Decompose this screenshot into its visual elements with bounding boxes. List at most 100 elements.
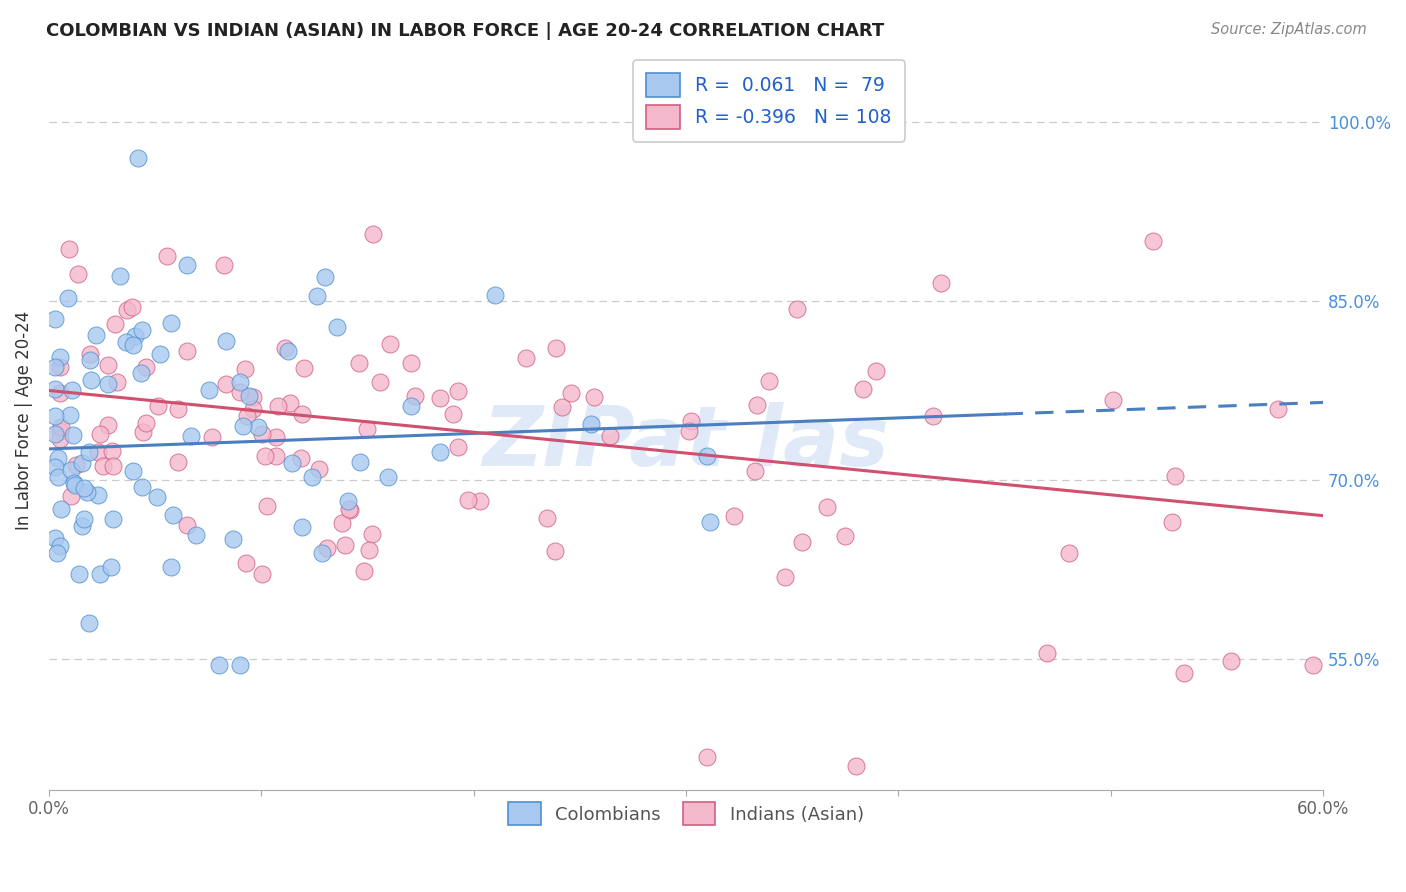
Point — [149, 346, 172, 360]
Point — [44, 459, 66, 474]
Point — [45, 545, 67, 559]
Point — [198, 383, 221, 397]
Point — [176, 517, 198, 532]
Point — [292, 361, 315, 376]
Point — [63, 478, 86, 492]
Point — [89, 426, 111, 441]
Point — [290, 451, 312, 466]
Point — [97, 417, 120, 432]
Point — [681, 414, 703, 428]
Point — [330, 516, 353, 530]
Point — [59, 462, 82, 476]
Point — [162, 508, 184, 522]
Point — [291, 407, 314, 421]
Point — [44, 311, 66, 326]
Point — [159, 559, 181, 574]
Point — [44, 409, 66, 423]
Point — [222, 533, 245, 547]
Point — [238, 389, 260, 403]
Point — [815, 500, 838, 514]
Point — [278, 396, 301, 410]
Point — [100, 560, 122, 574]
Point — [446, 440, 468, 454]
Point — [536, 511, 558, 525]
Point — [122, 338, 145, 352]
Point — [599, 429, 621, 443]
Point — [399, 356, 422, 370]
Legend: Colombians, Indians (Asian): Colombians, Indians (Asian) — [498, 791, 875, 837]
Point — [758, 374, 780, 388]
Point — [214, 334, 236, 349]
Point — [215, 377, 238, 392]
Point — [1036, 646, 1059, 660]
Point — [49, 539, 72, 553]
Point — [337, 502, 360, 516]
Point — [308, 461, 330, 475]
Point — [337, 493, 360, 508]
Point — [77, 616, 100, 631]
Point — [834, 529, 856, 543]
Point — [786, 301, 808, 316]
Point — [135, 360, 157, 375]
Point — [132, 425, 155, 440]
Point — [229, 375, 252, 389]
Point — [48, 359, 70, 374]
Point — [121, 301, 143, 315]
Point — [76, 485, 98, 500]
Point — [790, 535, 813, 549]
Point — [1142, 235, 1164, 249]
Point — [266, 430, 288, 444]
Point — [696, 749, 718, 764]
Point — [1219, 654, 1241, 668]
Point — [696, 449, 718, 463]
Point — [66, 267, 89, 281]
Point — [560, 386, 582, 401]
Point — [44, 426, 66, 441]
Point — [166, 455, 188, 469]
Point — [356, 422, 378, 436]
Point — [97, 358, 120, 372]
Point — [457, 492, 479, 507]
Point — [48, 351, 70, 365]
Point — [49, 420, 72, 434]
Point — [1173, 666, 1195, 681]
Point — [399, 399, 422, 413]
Point — [1161, 516, 1184, 530]
Point — [281, 456, 304, 470]
Point — [229, 657, 252, 672]
Point — [166, 402, 188, 417]
Point — [1102, 392, 1125, 407]
Point — [65, 458, 87, 473]
Point — [59, 408, 82, 422]
Point — [160, 317, 183, 331]
Point — [256, 499, 278, 513]
Point — [67, 566, 90, 581]
Point — [89, 566, 111, 581]
Point — [105, 375, 128, 389]
Point — [104, 318, 127, 332]
Point — [311, 546, 333, 560]
Point — [1059, 546, 1081, 560]
Point — [180, 429, 202, 443]
Point — [103, 458, 125, 473]
Point — [865, 364, 887, 378]
Point — [242, 391, 264, 405]
Point — [326, 320, 349, 334]
Point — [229, 384, 252, 399]
Point — [131, 480, 153, 494]
Point — [274, 342, 297, 356]
Point — [233, 362, 256, 376]
Point — [723, 508, 745, 523]
Point — [357, 543, 380, 558]
Point — [103, 511, 125, 525]
Point — [678, 424, 700, 438]
Point — [201, 430, 224, 444]
Point — [124, 329, 146, 343]
Point — [87, 444, 110, 458]
Point — [581, 417, 603, 431]
Point — [347, 356, 370, 370]
Point — [108, 268, 131, 283]
Point — [51, 501, 73, 516]
Point — [484, 288, 506, 302]
Point — [48, 385, 70, 400]
